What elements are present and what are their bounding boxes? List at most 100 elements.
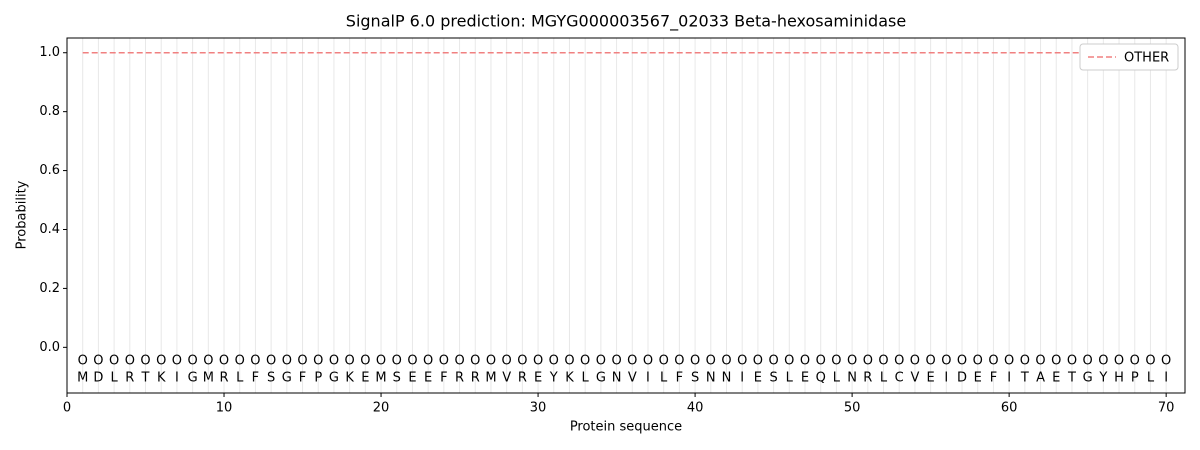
region-label: O: [140, 354, 150, 369]
residue-label: I: [740, 371, 744, 386]
residue-label: A: [1036, 371, 1045, 386]
residue-label: F: [440, 371, 447, 386]
residue-label: R: [219, 371, 228, 386]
residue-label: S: [691, 371, 699, 386]
residue-label: F: [252, 371, 259, 386]
region-label: O: [1004, 354, 1014, 369]
region-label: O: [816, 354, 826, 369]
residue-label: L: [110, 371, 118, 386]
region-label: O: [721, 354, 731, 369]
region-label: O: [78, 354, 88, 369]
residue-label: S: [267, 371, 275, 386]
region-label: O: [125, 354, 135, 369]
residue-label: K: [565, 371, 574, 386]
region-label: O: [219, 354, 229, 369]
residue-label: L: [880, 371, 888, 386]
region-label: O: [345, 354, 355, 369]
region-label: O: [486, 354, 496, 369]
region-label: O: [360, 354, 370, 369]
residue-label: E: [974, 371, 982, 386]
residue-label: L: [1147, 371, 1155, 386]
chart-title: SignalP 6.0 prediction: MGYG000003567_02…: [346, 12, 906, 32]
residue-label: Q: [816, 371, 826, 386]
region-label: O: [674, 354, 684, 369]
region-label: O: [1020, 354, 1030, 369]
region-label: O: [549, 354, 559, 369]
region-label: O: [564, 354, 574, 369]
region-label: O: [878, 354, 888, 369]
residue-label: M: [485, 371, 496, 386]
residue-label: E: [927, 371, 935, 386]
x-tick-label: 30: [530, 401, 547, 416]
residue-label: D: [957, 371, 967, 386]
x-tick-label: 50: [844, 401, 861, 416]
residue-label: R: [471, 371, 480, 386]
region-label: O: [376, 354, 386, 369]
residue-label: I: [1007, 371, 1011, 386]
region-label: O: [1067, 354, 1077, 369]
region-label: O: [706, 354, 716, 369]
residue-label: I: [944, 371, 948, 386]
region-label: O: [643, 354, 653, 369]
residue-label: G: [1083, 371, 1093, 386]
region-label: O: [831, 354, 841, 369]
x-tick-label: 0: [63, 401, 71, 416]
x-tick-label: 40: [687, 401, 704, 416]
x-tick-label: 60: [1001, 401, 1018, 416]
region-label: O: [863, 354, 873, 369]
region-label: O: [188, 354, 198, 369]
residue-label: N: [706, 371, 716, 386]
region-label: O: [156, 354, 166, 369]
residue-label: E: [361, 371, 369, 386]
region-label: O: [454, 354, 464, 369]
residue-label: M: [77, 371, 88, 386]
region-label: O: [1035, 354, 1045, 369]
legend-label: OTHER: [1124, 51, 1169, 66]
region-label: O: [439, 354, 449, 369]
x-tick-label: 10: [216, 401, 233, 416]
residue-label: T: [1067, 371, 1076, 386]
residue-label: N: [612, 371, 622, 386]
residue-label: I: [175, 371, 179, 386]
region-label: O: [753, 354, 763, 369]
region-label: O: [1083, 354, 1093, 369]
y-tick-label: 0.8: [39, 104, 60, 119]
residue-label: R: [125, 371, 134, 386]
residue-label: S: [769, 371, 777, 386]
residue-label: P: [314, 371, 322, 386]
residue-label: V: [502, 371, 511, 386]
residue-label: G: [282, 371, 292, 386]
residue-label: M: [375, 371, 386, 386]
residue-label: I: [1164, 371, 1168, 386]
region-label: O: [784, 354, 794, 369]
y-tick-label: 0.2: [39, 281, 60, 296]
residue-label: L: [833, 371, 841, 386]
region-label: O: [1114, 354, 1124, 369]
region-label: O: [423, 354, 433, 369]
region-label: O: [847, 354, 857, 369]
residue-label: L: [786, 371, 794, 386]
residue-label: G: [329, 371, 339, 386]
region-label: O: [973, 354, 983, 369]
region-label: O: [1161, 354, 1171, 369]
residue-label: T: [1020, 371, 1029, 386]
residue-label: L: [660, 371, 668, 386]
region-label: O: [690, 354, 700, 369]
plot-frame: [66, 37, 1186, 394]
residue-label: R: [518, 371, 527, 386]
region-label: O: [313, 354, 323, 369]
region-label: O: [502, 354, 512, 369]
region-label: O: [392, 354, 402, 369]
region-label: O: [1051, 354, 1061, 369]
residue-label: G: [596, 371, 606, 386]
residue-label: L: [236, 371, 244, 386]
region-label: O: [517, 354, 527, 369]
region-label: O: [93, 354, 103, 369]
region-label: O: [737, 354, 747, 369]
region-label: O: [659, 354, 669, 369]
region-label: O: [768, 354, 778, 369]
region-label: O: [297, 354, 307, 369]
region-label: O: [109, 354, 119, 369]
